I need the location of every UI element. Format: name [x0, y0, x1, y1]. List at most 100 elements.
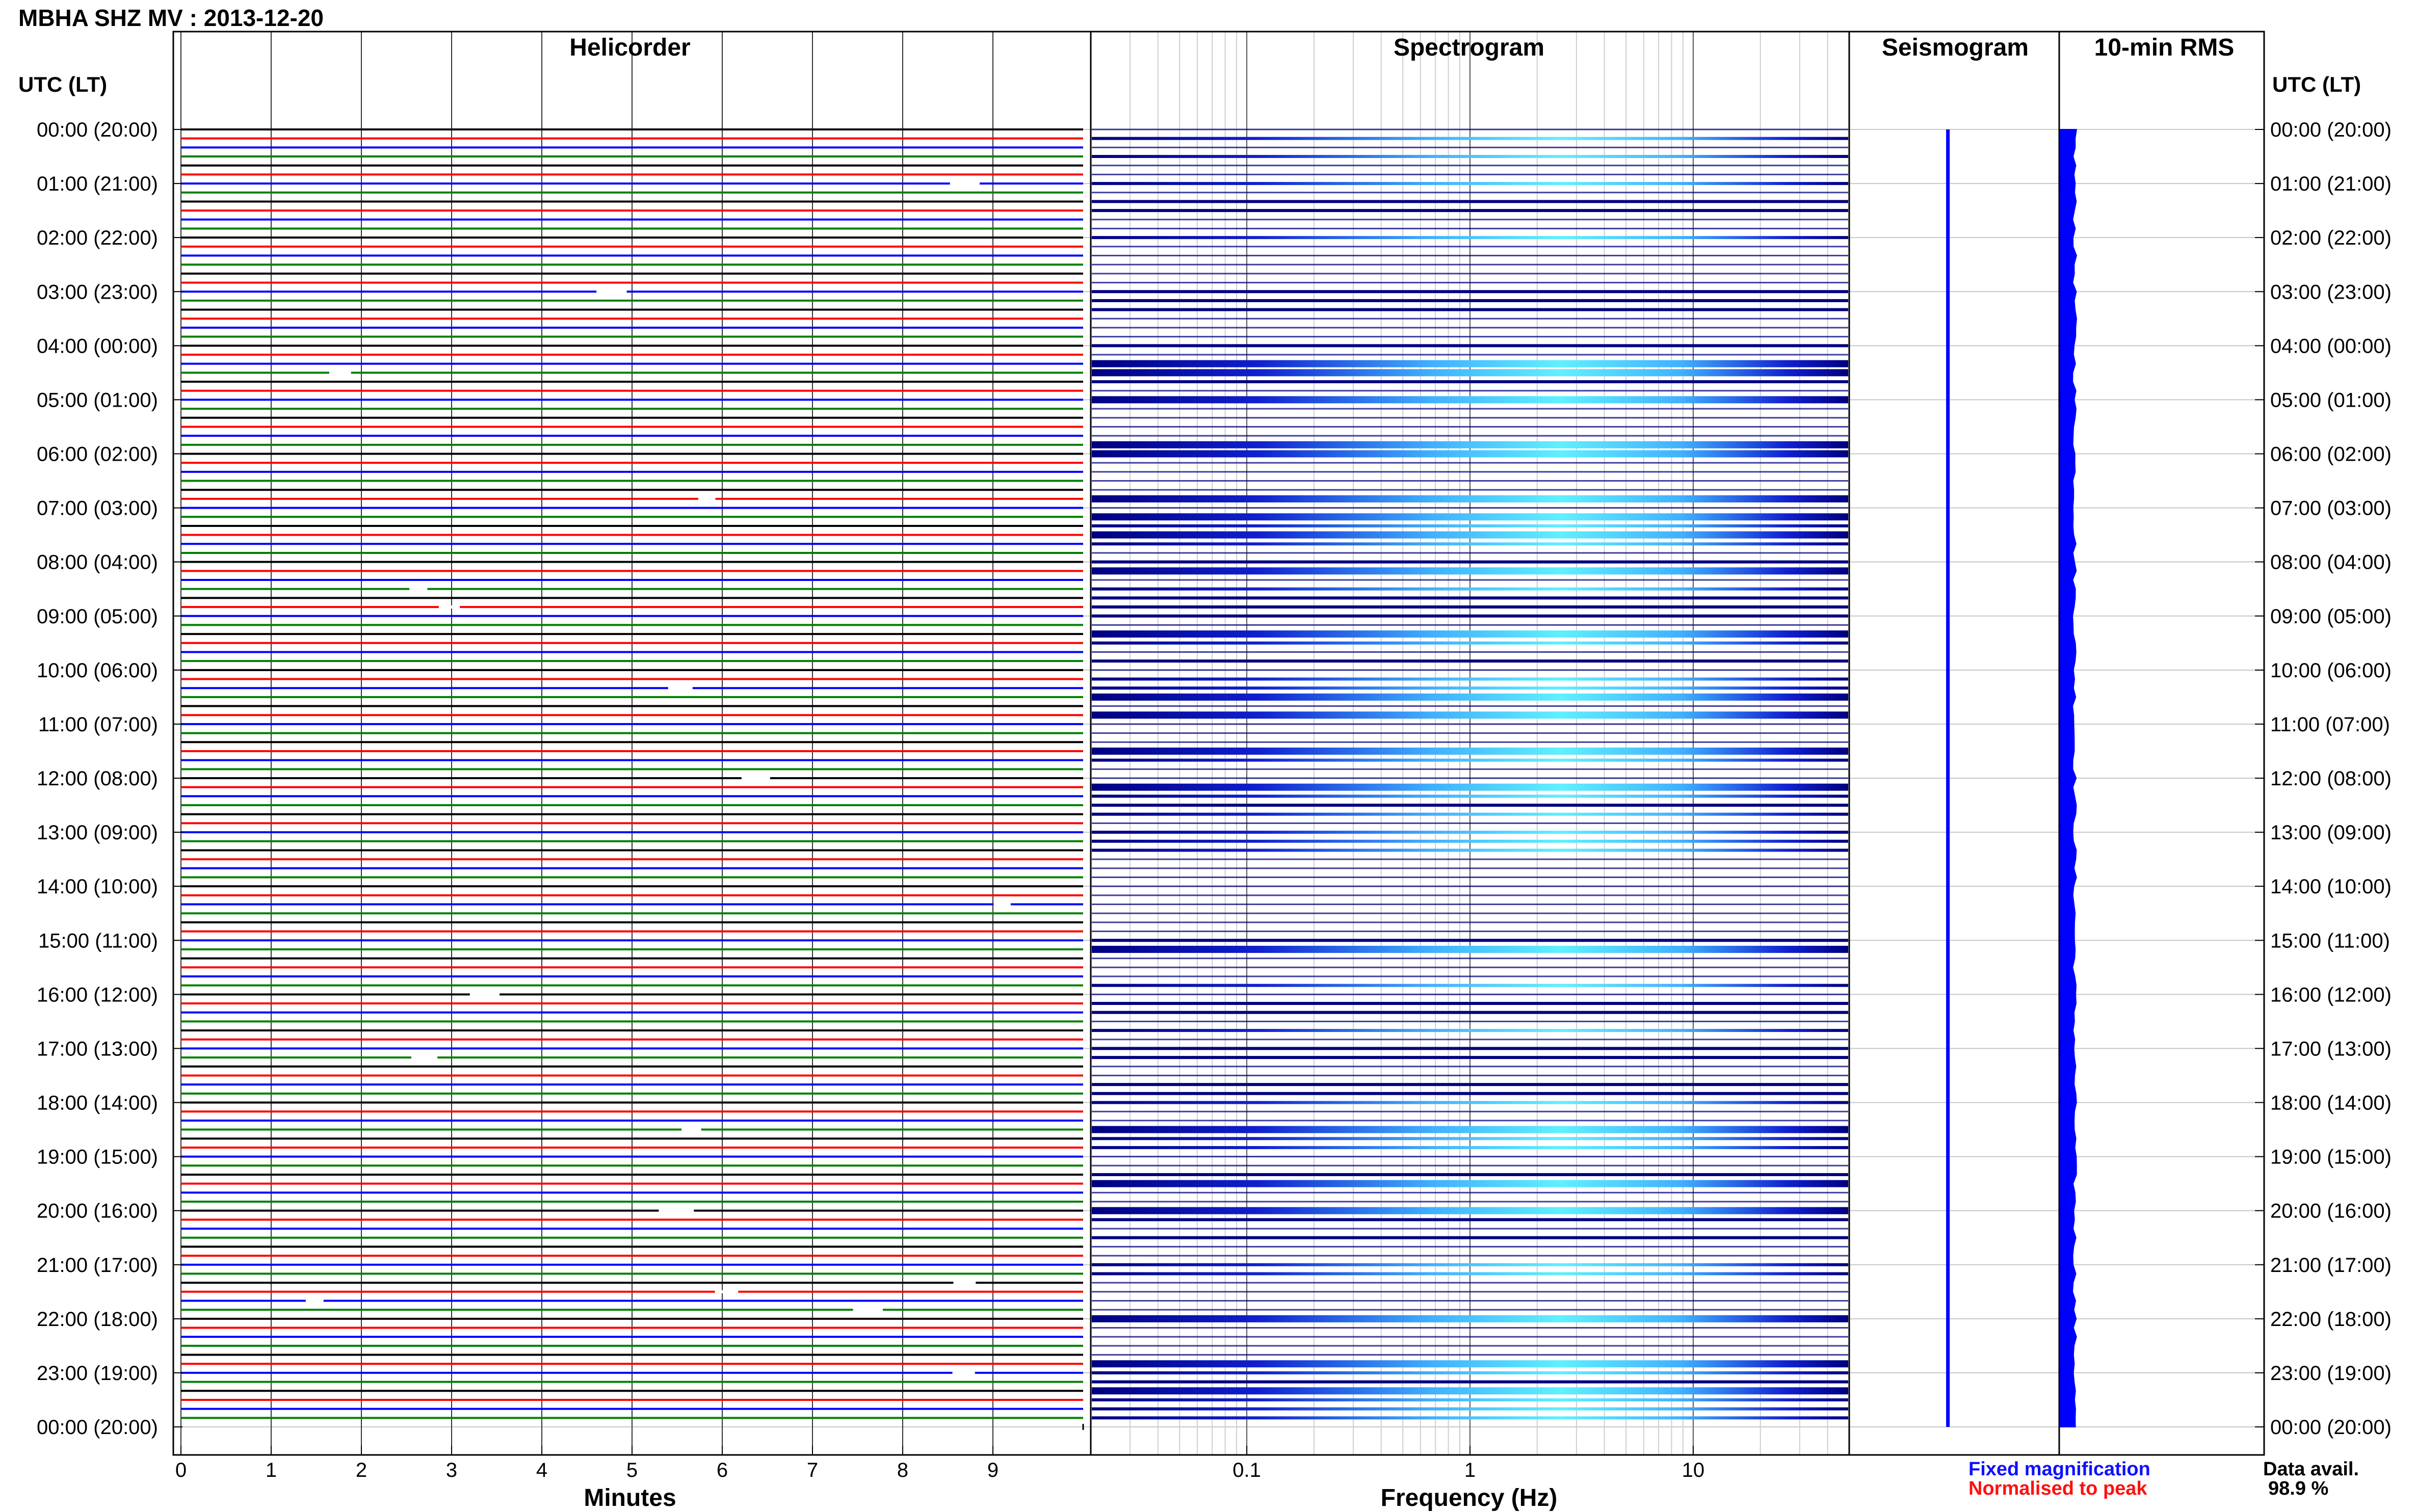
frequency-tick-label: 0.1: [1232, 1459, 1261, 1481]
spectrogram-row: [1092, 531, 1848, 539]
minute-tick-label: 6: [717, 1459, 728, 1481]
hour-label-left: 20:00 (16:00): [37, 1200, 158, 1223]
spectrogram-row: [1092, 605, 1848, 609]
spectrogram-row: [1092, 669, 1848, 671]
trace-gap: [305, 1299, 324, 1303]
spectrogram-row: [1092, 1360, 1848, 1368]
spectrogram-row: [1092, 858, 1848, 860]
spectrogram-row: [1092, 155, 1848, 158]
spectrogram-row: [1092, 966, 1848, 968]
trace-gap: [993, 903, 1011, 906]
spectrogram-row: [1092, 1137, 1848, 1140]
minute-tick-label: 4: [536, 1459, 547, 1481]
minute-tick-label: 1: [266, 1459, 277, 1481]
hour-label-left: 21:00 (17:00): [37, 1254, 158, 1277]
spectrogram-row: [1092, 1056, 1848, 1059]
hour-label-left: 23:00 (19:00): [37, 1362, 158, 1385]
spectrogram-row: [1092, 317, 1848, 320]
minute-tick-label: 3: [446, 1459, 457, 1481]
minute-tick-label: 2: [356, 1459, 367, 1481]
spectrogram-row: [1092, 579, 1848, 581]
hour-label-left: 13:00 (09:00): [37, 821, 158, 844]
hour-label-left: 03:00 (23:00): [37, 281, 158, 303]
hour-label-right: 04:00 (00:00): [2270, 335, 2392, 357]
frequency-tick-label: 1: [1464, 1459, 1476, 1481]
spectrogram-row: [1092, 1236, 1848, 1239]
minute-tick-label: 9: [987, 1459, 999, 1481]
spectrogram-row: [1092, 630, 1848, 638]
hour-label-right: 06:00 (02:00): [2270, 443, 2392, 466]
hour-label-right: 20:00 (16:00): [2270, 1200, 2392, 1223]
spectrogram-row: [1092, 1092, 1848, 1095]
spectrogram-row: [1092, 137, 1848, 140]
spectrogram-row: [1092, 308, 1848, 311]
trace-gap: [950, 182, 980, 185]
rms-title: 10-min RMS: [2094, 34, 2235, 61]
spectrogram-row: [1092, 921, 1848, 923]
hour-label-left: 08:00 (04:00): [37, 551, 158, 574]
spectrogram-frequency-gridlines: [1090, 32, 1850, 1455]
data-availability-label: Data avail.: [2263, 1458, 2359, 1480]
rms-area: [2059, 129, 2078, 1427]
spectrogram-row: [1092, 1020, 1848, 1022]
spectrogram-row: [1092, 396, 1848, 404]
seismogram-title: Seismogram: [1881, 34, 2029, 61]
spectrogram-row: [1092, 417, 1848, 419]
spectrogram-row: [1092, 1126, 1848, 1133]
spectrogram-row: [1092, 1354, 1848, 1356]
spectrogram-row: [1092, 1083, 1848, 1086]
spectrogram-row: [1092, 128, 1848, 130]
spectrogram-row: [1092, 165, 1848, 167]
spectrogram-row: [1092, 480, 1848, 482]
spectrogram-row: [1092, 1011, 1848, 1014]
spectrogram-row: [1092, 804, 1848, 807]
spectrogram-row: [1092, 1263, 1848, 1266]
minute-tick-label: 5: [626, 1459, 638, 1481]
spectrogram-row: [1092, 495, 1848, 502]
trace-gap: [409, 587, 428, 591]
spectrogram-row: [1092, 945, 1848, 953]
trace-gap: [715, 1290, 739, 1293]
spectrogram-row: [1092, 931, 1848, 933]
spectrogram-row: [1092, 768, 1848, 770]
trace-gap: [741, 777, 770, 780]
spectrogram-row: [1092, 885, 1848, 887]
spectrogram-row: [1092, 1066, 1848, 1068]
spectrogram-row: [1092, 236, 1848, 240]
spectrogram-row: [1092, 1191, 1848, 1193]
spectrogram-row: [1092, 450, 1848, 458]
spectrogram-row: [1092, 146, 1848, 148]
spectrogram-row: [1092, 812, 1848, 816]
spectrogram-row: [1092, 354, 1848, 356]
hour-label-left: 04:00 (00:00): [37, 335, 158, 357]
spectrogram-row: [1092, 1245, 1848, 1248]
hour-label-right: 07:00 (03:00): [2270, 497, 2392, 520]
spectrogram-row: [1092, 1120, 1848, 1122]
spectrogram-row: [1092, 723, 1848, 725]
trace-gap: [952, 1371, 975, 1374]
hour-label-left: 12:00 (08:00): [37, 767, 158, 790]
hour-label-right: 00:00 (20:00): [2270, 1416, 2392, 1439]
spectrogram-row: [1092, 1039, 1848, 1041]
spectrogram-row: [1092, 939, 1848, 942]
spectrogram-row: [1092, 327, 1848, 329]
spectrogram-row: [1092, 711, 1848, 719]
spectrogram-row: [1092, 1146, 1848, 1149]
spectrogram-row: [1092, 380, 1848, 384]
spectrogram-row: [1092, 1327, 1848, 1329]
hour-label-left: 16:00 (12:00): [37, 984, 158, 1006]
spectrogram-row: [1092, 822, 1848, 824]
spectrogram-row: [1092, 1029, 1848, 1032]
trace-gap: [953, 1281, 976, 1285]
spectrogram-row: [1092, 1416, 1848, 1420]
spectrogram-row: [1092, 524, 1848, 527]
hour-label-left: 22:00 (18:00): [37, 1308, 158, 1331]
spectrogram-row: [1092, 1207, 1848, 1214]
minutes-axis-label: Minutes: [584, 1484, 676, 1511]
spectrogram-row: [1092, 1398, 1848, 1401]
spectrogram-row: [1092, 839, 1848, 843]
spectrogram-row: [1092, 227, 1848, 229]
hour-label-left: 11:00 (07:00): [38, 713, 158, 736]
